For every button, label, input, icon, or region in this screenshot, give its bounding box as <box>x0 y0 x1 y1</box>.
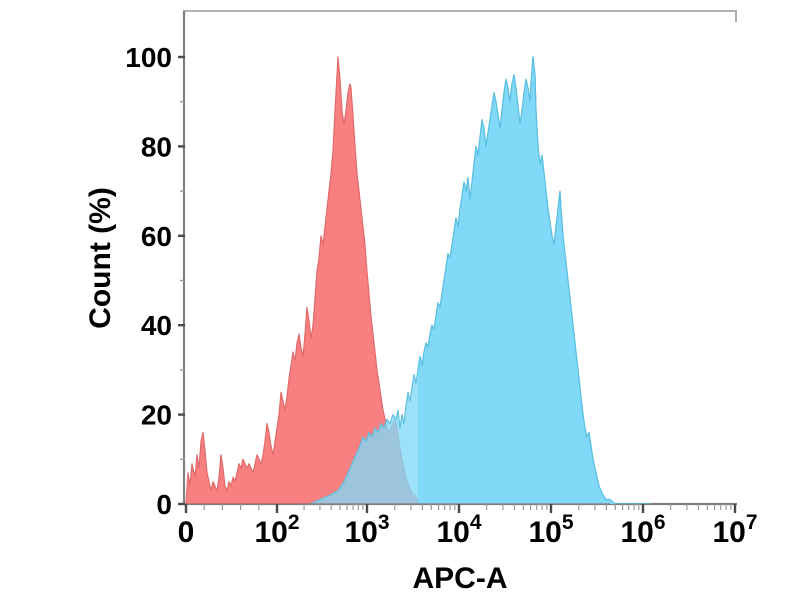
x-axis-title: APC-A <box>413 562 508 595</box>
y-tick-label: 60 <box>141 221 172 252</box>
x-axis-ticks <box>184 504 737 513</box>
histogram-area-control <box>186 57 600 504</box>
y-tick-label: 80 <box>141 131 172 162</box>
x-tick-label: 0 <box>178 516 195 549</box>
y-tick-label: 0 <box>156 489 172 520</box>
x-tick-label: 104 <box>436 511 481 549</box>
x-tick-exponent: 7 <box>746 511 758 534</box>
histogram-series-layer <box>185 56 650 504</box>
y-axis-ticks <box>178 55 185 506</box>
x-tick-label: 103 <box>344 511 389 549</box>
y-axis-title: Count (%) <box>84 187 117 329</box>
y-tick-label: 100 <box>125 42 172 73</box>
x-tick-label: 106 <box>620 511 665 549</box>
x-tick-exponent: 3 <box>378 511 390 534</box>
y-tick-label: 20 <box>141 400 172 431</box>
x-axis-tick-labels: 0 102 103 104 105 106 107 <box>178 511 758 549</box>
x-tick-exponent: 2 <box>288 511 300 534</box>
histogram-outline-sample-solid <box>417 56 650 504</box>
y-tick-label: 40 <box>141 310 172 341</box>
histogram-area-sample-solid <box>418 57 650 504</box>
y-axis-tick-labels: 0 20 40 60 80 100 <box>125 42 172 520</box>
x-tick-label: 102 <box>254 511 299 549</box>
x-tick-label: 105 <box>528 511 573 549</box>
x-tick-exponent: 6 <box>654 511 666 534</box>
x-tick-exponent: 4 <box>470 511 482 534</box>
x-tick-label: 107 <box>712 511 757 549</box>
x-tick-exponent: 5 <box>562 511 574 534</box>
